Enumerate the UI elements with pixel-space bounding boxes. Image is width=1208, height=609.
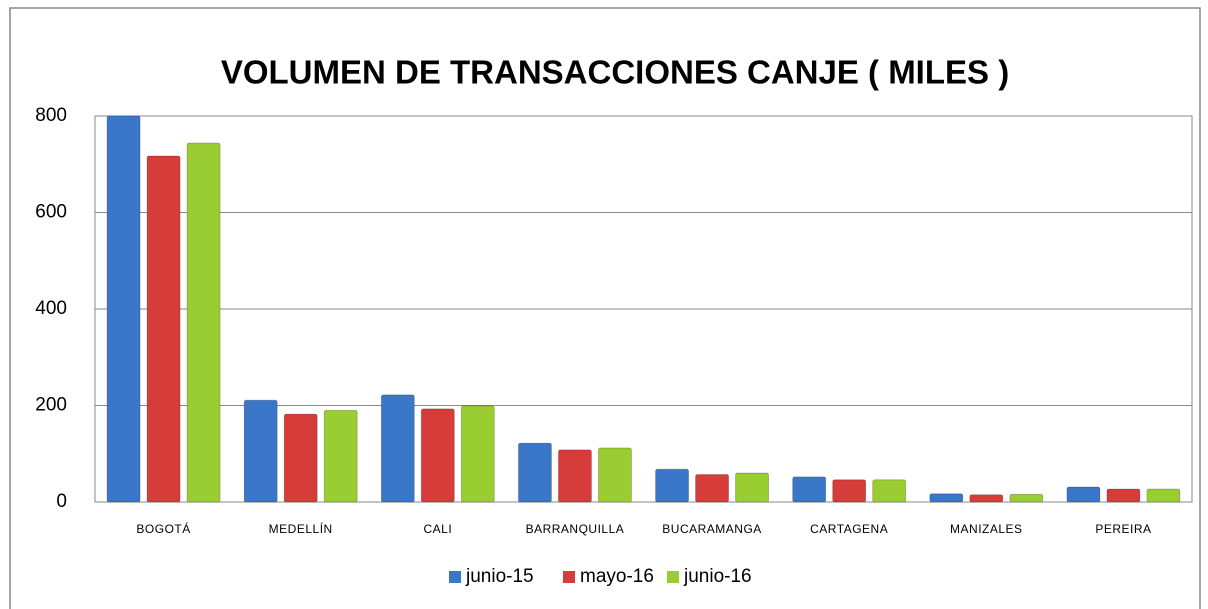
bar	[969, 494, 1004, 503]
bar	[832, 479, 867, 503]
legend-label: junio-16	[683, 566, 752, 587]
legend-swatch	[563, 571, 575, 583]
legend-label: mayo-16	[580, 566, 654, 587]
x-tick-label: MANIZALES	[950, 522, 1023, 536]
bar	[1066, 486, 1101, 503]
y-tick-label: 0	[56, 491, 67, 512]
x-tick-label: BUCARAMANGA	[662, 522, 762, 536]
bar	[695, 474, 729, 503]
bar	[655, 468, 689, 503]
bar	[929, 493, 964, 503]
bar	[186, 142, 221, 503]
bar	[558, 449, 592, 503]
y-tick-label: 200	[35, 395, 67, 416]
bar	[735, 472, 769, 503]
plot-border	[94, 115, 1193, 503]
bar	[106, 115, 141, 503]
bar	[792, 476, 827, 503]
y-tick-label: 600	[35, 202, 67, 223]
legend-label: junio-15	[465, 566, 534, 587]
bar	[460, 405, 495, 503]
y-tick-label: 400	[35, 298, 67, 319]
bar	[1146, 488, 1181, 503]
bar	[380, 394, 415, 503]
x-tick-label: BARRANQUILLA	[526, 522, 625, 536]
x-tick-label: BOGOTÁ	[136, 521, 190, 536]
x-tick-label: PEREIRA	[1095, 522, 1151, 536]
bar	[1106, 488, 1141, 503]
x-tick-label: MEDELLÍN	[269, 521, 333, 536]
bar	[1009, 493, 1044, 503]
x-tick-label: CARTAGENA	[810, 522, 888, 536]
y-tick-label: 800	[35, 105, 67, 126]
x-tick-label: CALI	[423, 522, 452, 536]
bar	[283, 413, 318, 503]
bar	[872, 479, 907, 503]
bar	[243, 399, 278, 503]
bar	[323, 409, 358, 503]
bar	[420, 408, 455, 503]
legend-swatch	[667, 571, 679, 583]
bar	[598, 447, 632, 503]
legend-swatch	[449, 571, 461, 583]
bar	[146, 155, 181, 503]
bar	[518, 442, 552, 503]
chart-title: VOLUMEN DE TRANSACCIONES CANJE ( MILES )	[221, 54, 1009, 91]
